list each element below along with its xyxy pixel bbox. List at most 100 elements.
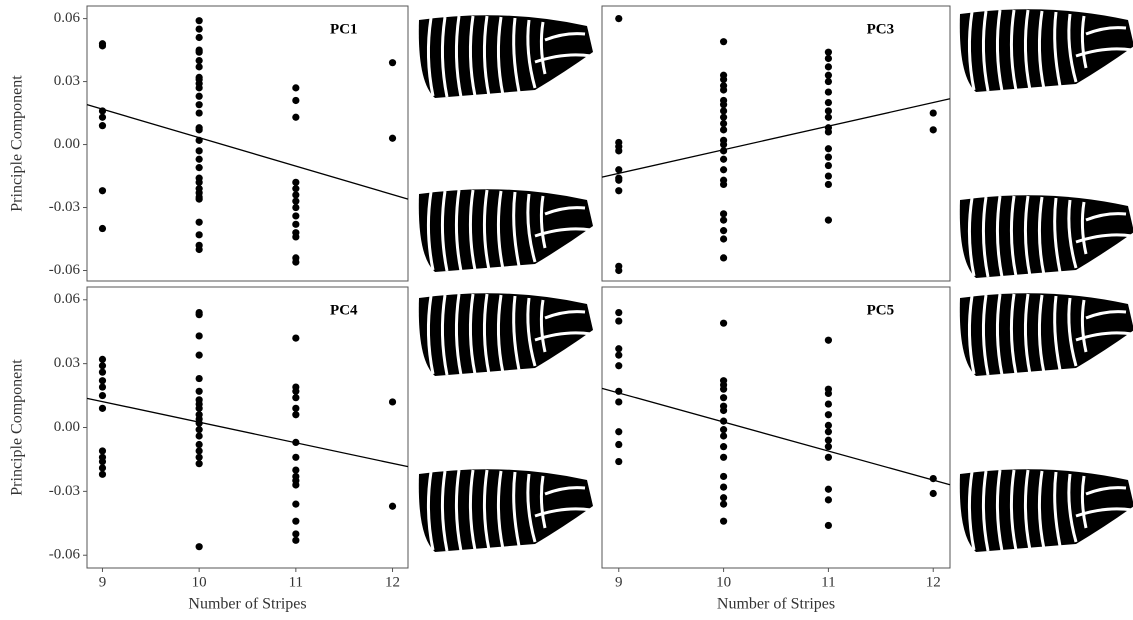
point: [615, 308, 623, 317]
point: [824, 521, 833, 530]
point: [824, 443, 833, 451]
point: [615, 457, 623, 466]
x-tick-label: 10: [716, 574, 731, 590]
x-tick-label: 12: [385, 574, 400, 590]
point: [719, 426, 728, 434]
point: [719, 500, 728, 508]
point: [388, 59, 397, 67]
point: [824, 113, 833, 121]
point: [98, 122, 107, 130]
x-tick-label: 11: [289, 574, 303, 590]
point: [98, 383, 107, 391]
point: [195, 332, 203, 340]
point: [292, 481, 300, 489]
point: [824, 71, 833, 79]
panel-title: PC1: [330, 21, 358, 37]
point: [824, 77, 833, 86]
point: [195, 33, 203, 42]
point: [824, 54, 833, 63]
point: [292, 530, 300, 538]
point: [824, 145, 833, 153]
point: [195, 453, 203, 461]
point: [824, 428, 833, 436]
point: [719, 443, 728, 451]
point: [292, 500, 300, 508]
point: [719, 319, 728, 327]
point: [98, 113, 107, 121]
zebra-image: [417, 467, 595, 554]
point: [292, 233, 300, 241]
point: [719, 155, 728, 163]
point: [98, 362, 107, 370]
point: [98, 368, 107, 376]
trend-line: [601, 98, 951, 178]
point: [615, 440, 623, 449]
point: [824, 485, 833, 493]
point: [98, 355, 107, 363]
point: [98, 377, 107, 385]
point: [824, 161, 833, 170]
point: [195, 374, 203, 383]
plot-frame: [86, 5, 409, 282]
point: [719, 254, 728, 262]
point: [719, 119, 728, 128]
point: [929, 109, 937, 117]
point: [615, 176, 623, 184]
point: [292, 387, 300, 395]
point: [195, 543, 203, 551]
point: [195, 109, 203, 117]
point: [195, 195, 203, 203]
point: [98, 457, 107, 466]
point: [195, 311, 203, 319]
point: [195, 56, 203, 65]
y-tick-label: 0.03: [54, 73, 80, 89]
point: [98, 391, 107, 400]
point: [292, 113, 300, 121]
point: [195, 126, 203, 134]
point: [195, 178, 203, 186]
point: [824, 153, 833, 161]
point: [195, 351, 203, 359]
point: [615, 317, 623, 325]
panel-title: PC5: [867, 302, 895, 318]
plot-frame: [601, 5, 951, 282]
trend-line: [86, 104, 409, 200]
point: [615, 266, 623, 275]
point: [615, 351, 623, 359]
point: [824, 172, 833, 180]
point: [388, 502, 397, 510]
x-tick-label: 10: [192, 574, 207, 590]
point: [292, 334, 300, 342]
point: [292, 466, 300, 474]
point: [719, 385, 728, 393]
y-tick-label: 0.06: [54, 10, 81, 26]
point: [719, 216, 728, 224]
trend-line: [86, 397, 409, 468]
point: [615, 166, 623, 174]
point: [195, 231, 203, 239]
point: [292, 96, 300, 105]
zebra-image: [958, 291, 1133, 378]
point: [615, 187, 623, 195]
point: [824, 48, 833, 56]
y-tick-label: -0.06: [49, 547, 81, 563]
y-tick-label: 0.00: [54, 136, 80, 152]
point: [292, 411, 300, 419]
point: [98, 224, 107, 233]
y-axis-label: Principle Component: [9, 75, 26, 212]
point: [98, 42, 107, 50]
y-tick-label: 0.00: [54, 419, 80, 435]
point: [824, 411, 833, 419]
point: [292, 404, 300, 412]
point: [719, 394, 728, 402]
trend-line: [601, 387, 951, 486]
point: [719, 126, 728, 134]
point: [195, 17, 203, 25]
point: [195, 460, 203, 468]
point: [292, 220, 300, 228]
point: [719, 483, 728, 491]
point: [719, 517, 728, 525]
zebra-image: [958, 7, 1133, 94]
point: [719, 86, 728, 94]
